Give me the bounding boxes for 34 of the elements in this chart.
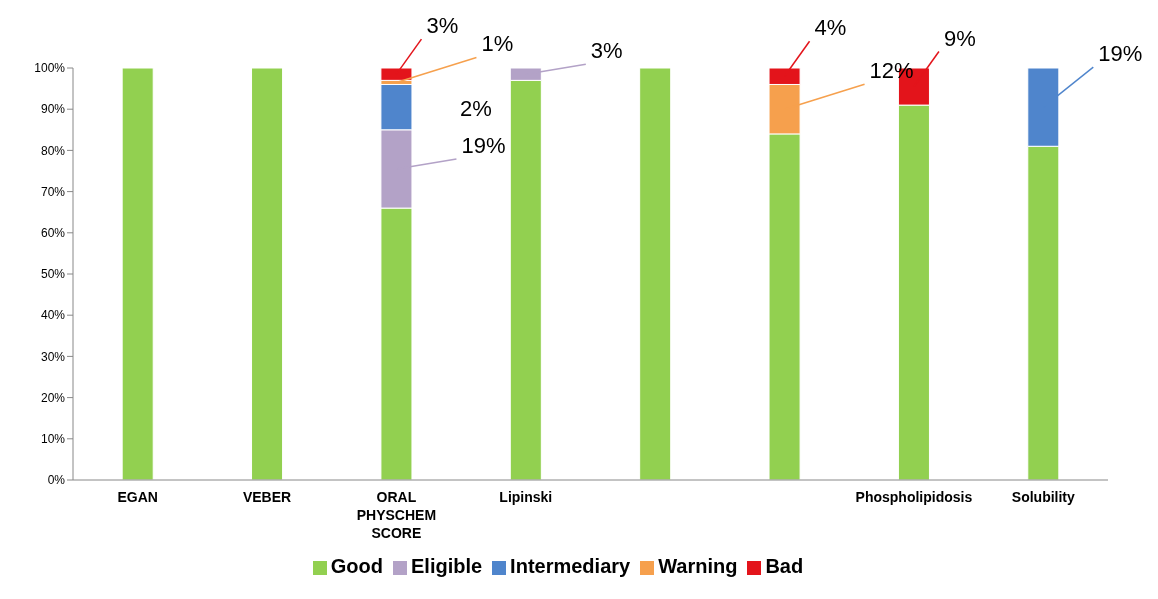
x-tick-label: EGAN <box>117 489 158 505</box>
x-tick-label: Solubility <box>1011 489 1076 505</box>
y-tick-label: 20% <box>40 390 66 405</box>
data-label: 3% <box>590 38 623 64</box>
bar <box>251 68 284 480</box>
data-label: 3% <box>426 13 459 39</box>
y-tick-label: 50% <box>40 267 66 282</box>
data-label: 4% <box>814 15 847 41</box>
y-tick-label: 80% <box>40 143 66 158</box>
x-tick-label: VEBER <box>242 489 292 505</box>
legend-label: Eligible <box>410 555 483 577</box>
data-label: 12% <box>869 58 914 84</box>
y-tick-label: 70% <box>40 184 66 199</box>
x-tick-label: ORAL PHYSCHEM SCORE <box>356 489 437 541</box>
data-label: 9% <box>943 25 976 51</box>
y-tick-label: 0% <box>47 473 66 488</box>
legend-label: Bad <box>765 555 804 577</box>
legend-label: Warning <box>658 555 738 577</box>
y-tick-label: 40% <box>40 308 66 323</box>
y-tick-label: 100% <box>34 61 66 76</box>
x-tick-label: Lipinski <box>499 489 553 505</box>
y-tick-label: 30% <box>40 349 66 364</box>
legend-label: Intermediary <box>510 555 631 577</box>
data-label: 19% <box>1098 41 1143 67</box>
bar <box>639 68 672 480</box>
data-label: 1% <box>481 31 514 57</box>
annotation: 2% <box>460 96 492 122</box>
legend-label: Good <box>330 555 383 577</box>
y-tick-label: 90% <box>40 102 66 117</box>
y-tick-label: 60% <box>40 226 66 241</box>
y-tick-label: 10% <box>40 432 66 447</box>
bar <box>121 68 154 480</box>
data-label: 19% <box>461 132 506 158</box>
x-tick-label: Phospholipidosis <box>855 489 973 505</box>
